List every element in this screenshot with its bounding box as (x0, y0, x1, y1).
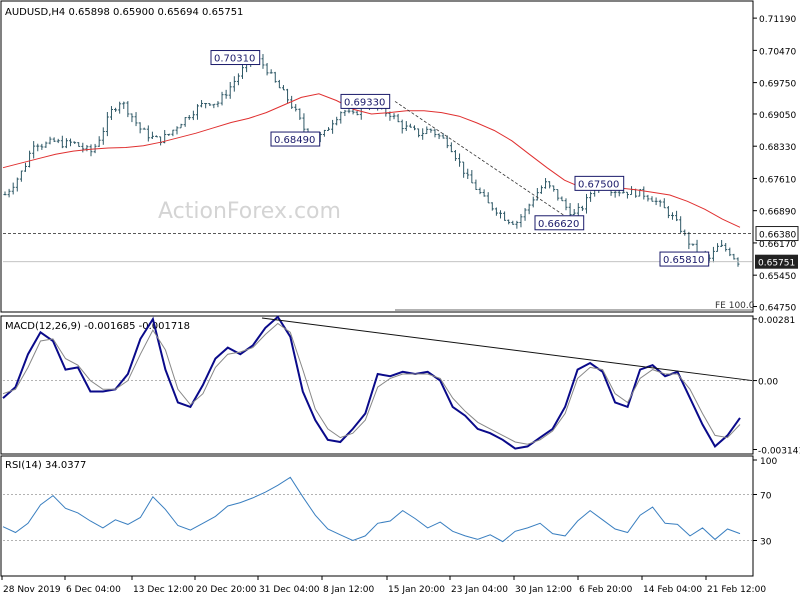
current-price-tag (755, 254, 798, 269)
swing-label: 0.70310 (214, 54, 255, 65)
swing-trendline (394, 101, 576, 224)
x-axis-label: 21 Feb 12:00 (707, 585, 766, 595)
rsi-panel: RSI(14) 34.0377 (0, 455, 754, 577)
swing-label-box (659, 251, 710, 267)
macd-axis-label: 0.00 (758, 378, 778, 388)
macd-axis-label: 0.00281 (758, 316, 795, 326)
price-axis-label: 0.66890 (759, 208, 796, 218)
level-line-label-box (755, 226, 799, 242)
price-axis-label: 0.65450 (759, 272, 796, 282)
x-axis-label: 6 Feb 20:00 (579, 585, 633, 595)
macd-signal-line (2, 322, 741, 445)
rsi-line (2, 476, 741, 543)
x-axis-label: 20 Dec 20:00 (196, 585, 257, 595)
swing-label: 0.69330 (344, 97, 385, 108)
x-axis-label: 31 Dec 04:00 (259, 585, 320, 595)
x-axis-label: 28 Nov 2019 (3, 585, 61, 595)
swing-label-box (534, 215, 585, 231)
x-axis-label: 13 Dec 12:00 (133, 585, 194, 595)
x-axis-label: 6 Dec 04:00 (66, 585, 121, 595)
x-axis-label: 23 Jan 04:00 (451, 585, 508, 595)
price-axis-label: 0.71190 (759, 15, 796, 25)
swing-label-box (340, 93, 391, 109)
x-axis-label: 8 Jan 12:00 (323, 585, 375, 595)
rsi-panel-title: RSI(14) 34.0377 (5, 460, 86, 471)
fe-label: FE 100.0 (715, 301, 755, 311)
level-line-label: 0.66380 (759, 231, 796, 241)
macd-panel: MACD(12,26,9) -0.001685 -0.001718 (0, 315, 754, 455)
chart-marks: 0.71190 0.70470 0.69750 0.69050 0.68330 0.676… (1, 15, 800, 595)
price-panel-title: AUDUSD,H4 0.65898 0.65900 0.65694 0.6575… (5, 7, 243, 18)
rsi-axis-label: 100 (760, 457, 777, 467)
price-axis-label: 0.70470 (759, 47, 796, 57)
swing-label-box (574, 175, 625, 191)
macd-line (2, 315, 741, 450)
macd-trendline (261, 317, 753, 382)
swing-label-box (210, 50, 261, 66)
swing-label: 0.66620 (538, 219, 579, 230)
x-axis-label: 30 Jan 12:00 (515, 585, 572, 595)
rsi-axis-label: 30 (760, 538, 772, 548)
price-axis-label: 0.67610 (759, 175, 796, 185)
x-axis-label: 15 Jan 20:00 (388, 585, 445, 595)
swing-label: 0.68490 (274, 135, 315, 146)
current-price-label: 0.65751 (758, 259, 795, 269)
price-panel: AUDUSD,H4 0.65898 0.65900 0.65694 0.6575… (0, 0, 755, 313)
price-axis-label: 0.69050 (759, 111, 796, 121)
price-axis-label: 0.66170 (759, 240, 796, 250)
macd-axis-label: -0.003141 (758, 447, 800, 457)
rsi-axis-label: 70 (760, 492, 772, 502)
macd-panel-title: MACD(12,26,9) -0.001685 -0.001718 (5, 321, 190, 332)
price-axis-label: 0.64750 (759, 304, 796, 314)
x-axis-label: 14 Feb 04:00 (643, 585, 702, 595)
swing-label: 0.67500 (578, 179, 619, 190)
price-axis-label: 0.69750 (759, 80, 796, 90)
price-axis-label: 0.68330 (759, 143, 796, 153)
watermark: ActionForex.com (158, 199, 341, 224)
swing-label-box (270, 131, 321, 147)
swing-label: 0.65810 (663, 255, 704, 266)
